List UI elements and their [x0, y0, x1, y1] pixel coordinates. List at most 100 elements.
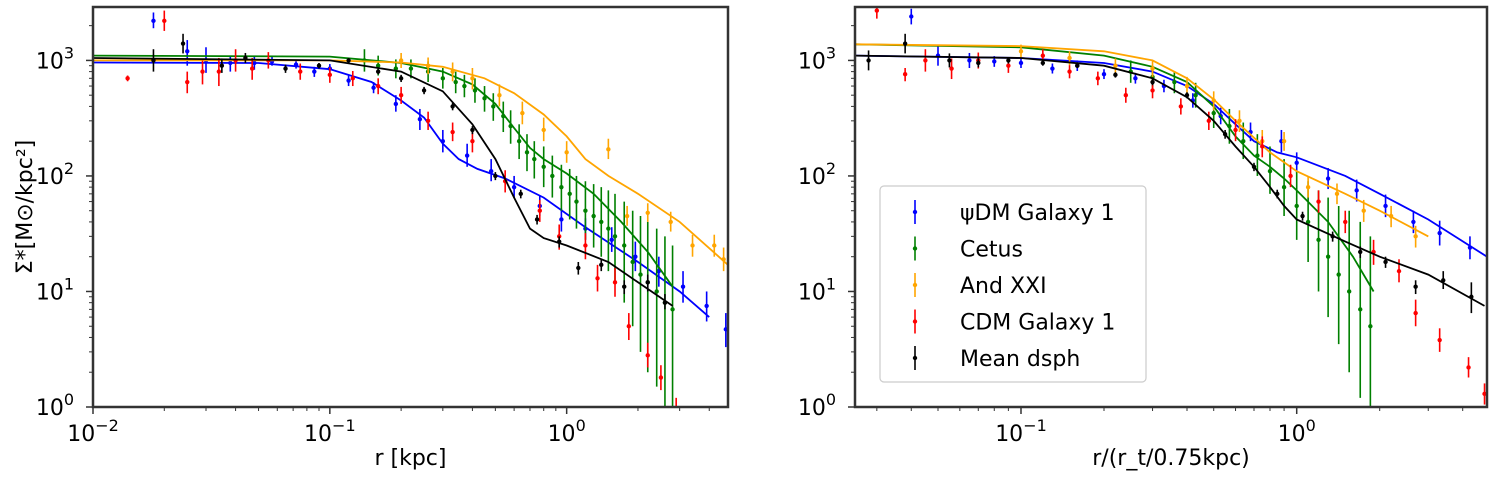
- tick-base: 10: [36, 165, 64, 190]
- data-point: [493, 173, 498, 179]
- data-point: [1346, 289, 1352, 294]
- tick-base: 10: [304, 422, 332, 447]
- data-point: [1343, 219, 1348, 225]
- data-point: [1288, 173, 1293, 179]
- data-point: [612, 234, 618, 239]
- data-point: [622, 284, 627, 289]
- fit-curve: [855, 43, 1429, 238]
- data-point: [1413, 234, 1418, 239]
- tick-base: 10: [36, 280, 64, 305]
- data-point: [595, 276, 600, 281]
- data-point: [633, 254, 638, 259]
- legend-label: Cetus: [960, 238, 1023, 263]
- data-point: [574, 199, 579, 204]
- data-point: [1305, 219, 1311, 225]
- data-point: [491, 104, 496, 109]
- data-point: [1018, 49, 1024, 54]
- data-point: [1067, 69, 1072, 74]
- data-point: [609, 237, 614, 243]
- data-point: [346, 58, 351, 63]
- data-point: [866, 58, 871, 63]
- tick-exponent: 2: [64, 159, 74, 178]
- x-axis-label: r/(r_t/0.75kpc): [1092, 446, 1250, 471]
- data-point: [712, 243, 717, 248]
- data-point: [674, 410, 678, 414]
- data-point: [992, 59, 997, 64]
- y-tick-label: 102: [798, 159, 836, 190]
- data-point: [200, 69, 205, 74]
- data-point: [125, 76, 130, 81]
- legend-label: ψDM Galaxy 1: [960, 201, 1115, 226]
- data-point: [967, 58, 972, 63]
- data-point: [658, 375, 664, 380]
- data-point: [1294, 203, 1299, 209]
- plot-area: [93, 10, 728, 414]
- data-point: [1267, 168, 1273, 174]
- y-tick-label: 100: [36, 390, 74, 421]
- y-tick-label: 103: [36, 43, 74, 74]
- data-point: [1325, 176, 1331, 181]
- series-cetus: [855, 43, 1375, 407]
- plot-area: [855, 7, 1487, 407]
- data-point: [576, 265, 581, 271]
- data-point: [249, 66, 255, 71]
- data-point: [470, 76, 475, 81]
- data-point: [1193, 92, 1198, 98]
- data-point: [1150, 79, 1155, 85]
- data-point: [1316, 199, 1321, 204]
- x-tick-label: 10−1: [304, 416, 356, 447]
- data-point: [626, 324, 632, 329]
- data-point: [417, 116, 423, 122]
- tick-base: 10: [798, 396, 826, 421]
- y-tick-label: 101: [36, 274, 74, 305]
- data-point: [583, 208, 588, 213]
- series-and-xxi: [93, 52, 728, 272]
- data-point: [482, 96, 487, 101]
- data-point: [1325, 254, 1331, 259]
- data-point: [283, 66, 288, 71]
- data-point: [1411, 219, 1416, 225]
- data-point: [162, 18, 167, 24]
- data-point: [599, 219, 604, 225]
- data-point: [612, 280, 618, 285]
- data-point: [645, 353, 650, 358]
- tick-exponent: 3: [826, 43, 836, 62]
- data-point: [537, 208, 542, 213]
- y-tick-label: 103: [798, 43, 836, 74]
- data-point: [371, 85, 376, 90]
- data-point: [606, 147, 611, 152]
- data-point: [1150, 88, 1155, 93]
- data-point: [902, 41, 908, 46]
- data-point: [949, 66, 954, 71]
- data-point: [1281, 184, 1287, 190]
- data-point: [591, 213, 596, 219]
- data-point: [298, 69, 303, 74]
- data-point: [1294, 160, 1299, 165]
- data-point: [606, 226, 611, 231]
- tick-base: 10: [67, 422, 95, 447]
- fit-curve: [93, 61, 710, 318]
- legend-marker-point: [912, 282, 918, 288]
- data-point: [1361, 208, 1366, 213]
- data-point: [1018, 60, 1024, 66]
- series-and-xxi: [855, 43, 1429, 248]
- data-point: [1437, 230, 1442, 236]
- data-point: [976, 60, 981, 66]
- data-point: [1113, 63, 1118, 68]
- data-point: [518, 191, 523, 197]
- data-point: [564, 150, 569, 155]
- axes-frame: [853, 5, 1489, 409]
- legend-item: ψDM Galaxy 1: [912, 200, 1115, 226]
- data-point: [327, 72, 333, 78]
- data-point: [668, 219, 673, 225]
- data-point: [316, 63, 322, 68]
- legend-marker-point: [912, 355, 918, 361]
- tick-exponent: 0: [1306, 416, 1316, 435]
- data-point: [670, 307, 675, 312]
- tick-base: 10: [36, 49, 64, 74]
- data-point: [462, 83, 467, 89]
- tick-exponent: 0: [64, 390, 74, 409]
- data-point: [1233, 127, 1238, 133]
